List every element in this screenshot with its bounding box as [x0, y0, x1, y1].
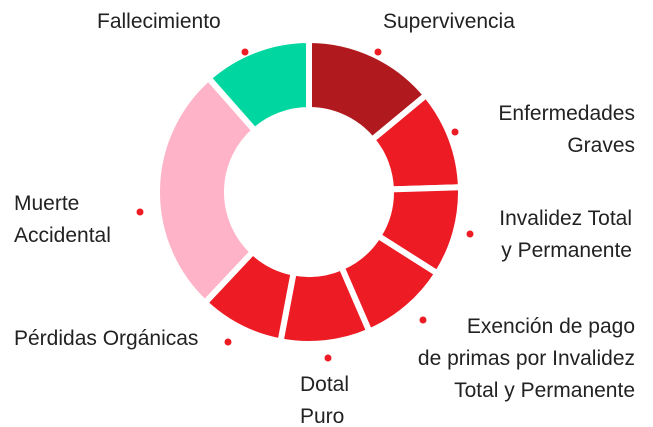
segment-label: Pérdidas Orgánicas: [14, 327, 199, 350]
segment-label: Supervivencia: [383, 10, 515, 33]
label-dot: [451, 128, 459, 136]
segment-label: Muerte Accidental: [14, 192, 111, 247]
segment-label: Enfermedades Graves: [498, 102, 635, 157]
segment-label: Exención de pago de primas por Invalidez…: [417, 315, 635, 402]
donut-segment: [154, 73, 260, 308]
segment-label: Invalidez Total y Permanente: [499, 207, 632, 262]
label-dot: [224, 338, 232, 346]
label-dot: [419, 316, 427, 324]
segment-label: Fallecimiento: [97, 10, 221, 33]
segment-label: Dotal Puro: [300, 373, 350, 427]
donut-segment: [204, 36, 312, 135]
label-dot: [466, 230, 474, 238]
label-dot: [324, 354, 332, 362]
label-dot: [241, 48, 249, 56]
label-dot: [374, 48, 382, 56]
label-dot: [136, 208, 144, 216]
